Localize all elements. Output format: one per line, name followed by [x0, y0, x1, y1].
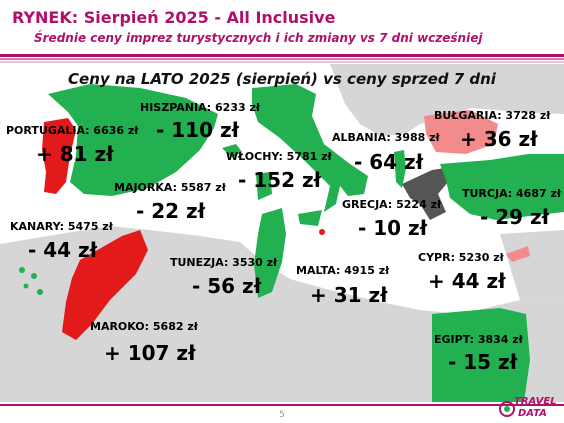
logo-icon: [499, 401, 515, 417]
header-stripe-top: [0, 54, 564, 57]
label-turcja: TURCJA: 4687 zł: [462, 187, 561, 200]
change-cypr: + 44 zł: [428, 269, 506, 293]
change-kanary: - 44 zł: [28, 238, 98, 262]
label-bulgaria: BUŁGARIA: 3728 zł: [434, 109, 551, 122]
label-egipt: EGIPT: 3834 zł: [434, 333, 523, 346]
label-hiszpania: HISZPANIA: 6233 zł: [140, 101, 260, 114]
albania-shape: [394, 150, 406, 188]
header-stripe-bottom: [0, 61, 564, 63]
change-bulgaria: + 36 zł: [460, 127, 538, 151]
change-maroko: + 107 zł: [104, 341, 196, 365]
egypt-shape: [432, 308, 530, 402]
mediterranean-map: [0, 64, 564, 402]
label-malta: MALTA: 4915 zł: [296, 264, 390, 277]
majorca-shape: [222, 144, 242, 158]
land-middle-east: [500, 230, 564, 300]
label-wlochy: WŁOCHY: 5781 zł: [226, 150, 332, 163]
morocco-shape: [62, 230, 148, 340]
page-subtitle: Średnie ceny imprez turystycznych i ich …: [34, 31, 483, 45]
spain-shape: [48, 84, 218, 196]
travel-data-logo: TRAVEL DATA: [498, 396, 562, 422]
portugal-shape: [42, 118, 76, 194]
turkey-shape: [440, 154, 564, 220]
page-title: RYNEK: Sierpień 2025 - All Inclusive: [12, 8, 336, 27]
sardinia-shape: [256, 172, 272, 200]
canary-island-2: [31, 273, 37, 279]
footer-line: [0, 404, 564, 406]
change-egipt: - 15 zł: [448, 350, 518, 374]
change-grecja: - 10 zł: [358, 216, 428, 240]
change-albania: - 64 zł: [354, 150, 424, 174]
canary-island-3: [23, 283, 29, 289]
canary-island-4: [37, 289, 43, 295]
label-grecja: GRECJA: 5224 zł: [342, 198, 442, 211]
label-kanary: KANARY: 5475 zł: [10, 220, 113, 233]
label-maroko: MAROKO: 5682 zł: [90, 320, 198, 333]
map-heading: Ceny na LATO 2025 (sierpień) vs ceny spr…: [68, 70, 496, 88]
greece-shape: [402, 166, 458, 220]
change-wlochy: - 152 zł: [238, 168, 322, 192]
malta-shape: [319, 229, 325, 235]
land-north: [330, 64, 564, 136]
label-portugalia: PORTUGALIA: 6636 zł: [6, 124, 139, 137]
tunisia-shape: [254, 208, 286, 298]
change-tunezja: - 56 zł: [192, 274, 262, 298]
header-stripe-mid: [0, 58, 564, 60]
label-albania: ALBANIA: 3988 zł: [332, 131, 440, 144]
land-north-africa: [0, 226, 564, 402]
sicily-shape: [298, 210, 322, 226]
logo-line1: TRAVEL: [514, 396, 557, 407]
cyprus-shape: [506, 246, 530, 262]
change-turcja: - 29 zł: [480, 205, 550, 229]
label-cypr: CYPR: 5230 zł: [418, 251, 504, 264]
canary-island-1: [19, 267, 25, 273]
italy-shape: [252, 84, 368, 212]
label-tunezja: TUNEZJA: 3530 zł: [170, 256, 278, 269]
change-malta: + 31 zł: [310, 283, 388, 307]
bulgaria-shape: [424, 110, 498, 154]
page-number: 5: [279, 410, 285, 420]
label-majorka: MAJORKA: 5587 zł: [114, 181, 226, 194]
change-hiszpania: - 110 zł: [156, 118, 240, 142]
change-majorka: - 22 zł: [136, 199, 206, 223]
change-portugalia: + 81 zł: [36, 142, 114, 166]
logo-line2: DATA: [518, 408, 547, 419]
